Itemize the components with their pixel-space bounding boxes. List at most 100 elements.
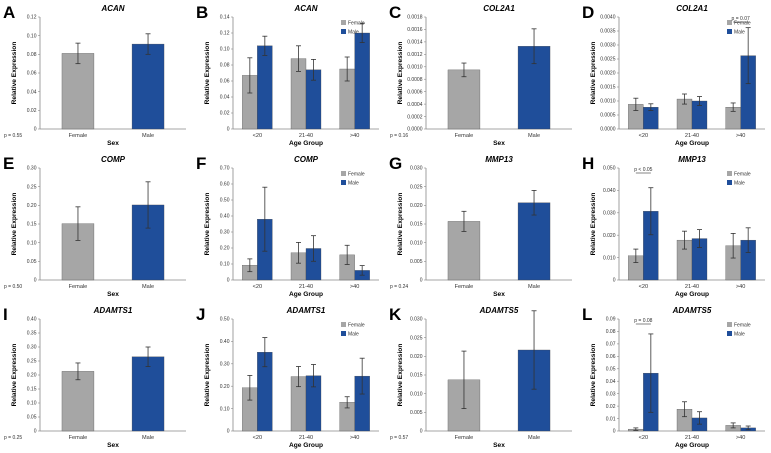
chart-title: ACAN [100,4,124,13]
chart-title: ADAMTS1 [286,306,326,315]
x-category-label: Male [528,133,540,139]
chart-title: MMP13 [678,155,706,164]
x-category-label: Male [528,284,540,290]
legend-label-female: Female [348,20,365,26]
x-category-label: >40 [350,133,360,139]
y-tick-label: 0.12 [220,31,230,37]
y-tick-label: 0.0018 [407,15,423,21]
y-tick-label: 0.005 [410,259,423,265]
panel-letter: K [389,305,402,324]
y-tick-label: 0.030 [410,317,423,323]
y-tick-label: 0.05 [27,415,37,421]
legend-swatch-male [341,180,346,185]
panel-c: C COL2A1 Relative Expression 0.0000 0.0002 0.… [386,0,578,151]
y-tick-label: 0.040 [603,188,616,194]
legend-swatch-male [727,331,732,336]
y-tick-label: 0 [227,127,230,133]
y-tick-label: 0.0035 [600,29,616,35]
y-tick-label: 0.30 [27,166,37,172]
legend-label-male: Male [348,331,359,337]
bar-male-3 [354,32,370,130]
bar-female [61,53,95,130]
chart-c: C COL2A1 Relative Expression 0.0000 0.0002 0.… [389,3,572,147]
x-category-label: <20 [253,284,263,290]
y-tick-label: 0.0040 [600,15,616,21]
y-tick-label: 0.015 [410,222,423,228]
y-tick-label: 0.06 [606,354,616,360]
x-axis-label: Age Group [675,291,709,298]
y-tick-label: 0.35 [27,331,37,337]
panel-letter: D [582,3,594,22]
chart-d: D COL2A1 Relative Expression 0.0000 0.0005 0.… [582,3,765,147]
p-value-label: p = 0.50 [4,284,22,290]
x-axis-label: Sex [107,140,119,147]
bar-female [61,371,95,432]
panel-k: K ADAMTS5 Relative Expression 0 0.005 0.010 0.… [386,302,578,453]
panel-letter: B [196,3,208,22]
x-axis-label: Age Group [289,442,323,449]
y-axis-label: Relative Expression [590,42,597,105]
legend-label-male: Male [348,180,359,186]
y-tick-label: 0.20 [220,246,230,252]
y-axis-label: Relative Expression [397,344,404,407]
panel-f: F COMP Relative Expression 0 0.10 0.20 0.30 0.4… [193,151,385,302]
y-tick-label: 0.25 [27,184,37,190]
y-axis-label: Relative Expression [397,193,404,256]
chart-j: J ADAMTS1 Relative Expression 0 0.10 0.20 0.30… [196,305,379,449]
y-tick-label: 0.0020 [600,71,616,77]
chart-i: I ADAMTS1 Relative Expression 0 0.05 0.10 0.15… [3,305,186,449]
chart-title: MMP13 [485,155,513,164]
x-axis-label: Age Group [289,140,323,147]
y-tick-label: 0.025 [410,335,423,341]
y-tick-label: 0.020 [410,203,423,209]
y-tick-label: 0.04 [606,379,616,385]
x-category-label: 21-40 [685,133,699,139]
y-tick-label: 0.0000 [600,127,616,133]
y-tick-label: 0 [34,278,37,284]
legend-swatch-female [727,20,732,25]
x-axis-label: Sex [107,442,119,449]
y-tick-label: 0.0010 [600,99,616,105]
legend-swatch-female [341,20,346,25]
x-category-label: Female [69,435,88,441]
y-tick-label: 0.10 [220,262,230,268]
y-tick-label: 0.0016 [407,27,423,33]
y-tick-label: 0.10 [27,240,37,246]
chart-title: ACAN [293,4,317,13]
legend-swatch-male [727,180,732,185]
y-tick-label: 0.030 [603,211,616,217]
x-category-label: >40 [350,284,360,290]
chart-l: L ADAMTS5 Relative Expression 0 0.01 0.02 0.03… [582,305,765,449]
panel-a: A ACAN Relative Expression 0 0.02 0.04 0.06 0.0… [0,0,192,151]
x-category-label: Female [69,133,88,139]
panel-letter: F [196,154,206,173]
bar-male [517,202,551,281]
y-tick-label: 0 [420,278,423,284]
y-tick-label: 0.02 [606,404,616,410]
x-category-label: 21-40 [299,284,313,290]
y-tick-label: 0 [613,278,616,284]
legend-label-female: Female [348,322,365,328]
chart-title: ADAMTS1 [93,306,133,315]
x-category-label: <20 [253,133,263,139]
panel-letter: J [196,305,205,324]
y-tick-label: 0.20 [27,373,37,379]
legend-label-male: Male [348,29,359,35]
y-tick-label: 0.08 [220,63,230,69]
x-category-label: <20 [639,133,649,139]
x-axis-label: Age Group [675,442,709,449]
y-tick-label: 0.05 [27,259,37,265]
chart-title: ADAMTS5 [672,306,712,315]
x-category-label: Female [69,284,88,290]
x-category-label: 21-40 [299,133,313,139]
chart-title: COL2A1 [676,4,708,13]
chart-g: G MMP13 Relative Expression 0 0.005 0.010 0.01… [389,154,572,298]
y-tick-label: 0.20 [220,384,230,390]
y-tick-label: 0.01 [606,416,616,422]
y-tick-label: 0.09 [606,317,616,323]
legend-label-female: Female [348,171,365,177]
chart-b: B ACAN Relative Expression 0 0.02 0.04 0.06 0.0… [196,3,379,147]
legend-swatch-female [341,322,346,327]
x-category-label: >40 [736,284,746,290]
y-tick-label: 0.015 [410,373,423,379]
